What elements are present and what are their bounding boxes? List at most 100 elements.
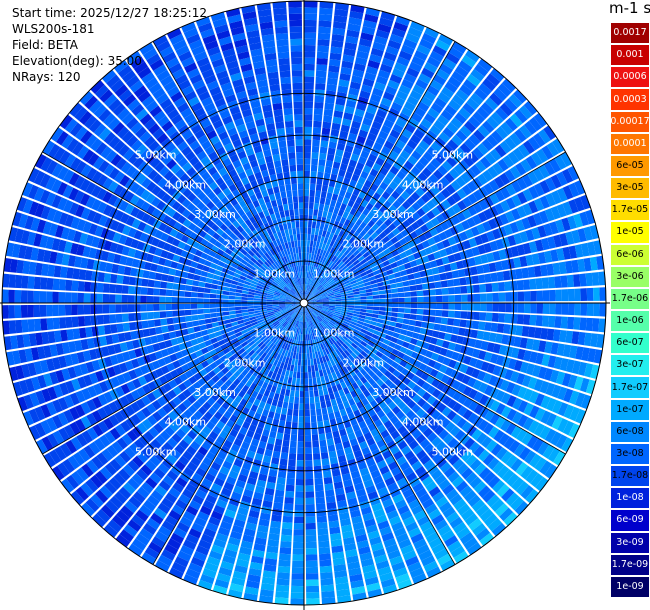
field-cell (284, 427, 291, 435)
field-cell (190, 291, 198, 298)
field-cell (322, 121, 332, 129)
field-cell (472, 147, 484, 160)
field-cell (297, 434, 304, 442)
field-cell (141, 481, 154, 494)
field-cell (362, 19, 377, 29)
field-cell (338, 244, 345, 252)
field-cell (573, 213, 583, 228)
field-cell (314, 325, 319, 332)
field-cell (310, 320, 315, 327)
field-cell (479, 532, 495, 547)
field-cell (351, 215, 359, 224)
field-cell (52, 210, 63, 224)
field-cell (357, 283, 365, 288)
field-cell (89, 372, 99, 385)
field-cell (272, 298, 280, 301)
field-cell (364, 138, 375, 148)
field-cell (377, 486, 389, 497)
field-cell (113, 253, 122, 264)
field-cell (127, 304, 135, 313)
field-cell (403, 101, 416, 112)
field-cell (403, 160, 414, 171)
field-cell (59, 114, 73, 130)
field-cell (430, 217, 440, 227)
field-cell (390, 430, 401, 440)
field-cell (335, 243, 342, 250)
field-cell (143, 430, 155, 442)
field-cell (136, 387, 146, 398)
field-cell (138, 434, 150, 447)
field-cell (422, 526, 437, 538)
field-cell (237, 381, 245, 390)
field-cell (200, 533, 214, 544)
field-cell (121, 433, 133, 446)
field-cell (85, 361, 95, 373)
field-cell (214, 253, 222, 261)
field-cell (40, 420, 52, 435)
field-cell (41, 263, 49, 277)
field-cell (273, 412, 281, 420)
field-cell (319, 565, 333, 574)
field-cell (290, 332, 295, 339)
field-cell (308, 378, 313, 385)
field-cell (562, 344, 572, 358)
field-cell (280, 309, 287, 314)
field-cell (146, 517, 161, 530)
field-cell (186, 321, 194, 328)
field-cell (172, 344, 181, 353)
field-cell (341, 306, 348, 310)
field-cell (484, 152, 497, 165)
field-cell (528, 390, 539, 404)
field-cell (122, 351, 131, 362)
field-cell (260, 582, 275, 591)
field-cell (526, 435, 539, 449)
field-cell (201, 441, 212, 451)
field-cell (397, 292, 405, 298)
field-cell (418, 470, 430, 482)
field-cell (167, 400, 177, 410)
field-cell (216, 307, 223, 313)
field-cell (531, 364, 542, 378)
field-cell (282, 335, 287, 343)
field-cell (80, 257, 89, 269)
field-cell (97, 201, 108, 214)
field-cell (171, 200, 182, 211)
field-cell (332, 21, 347, 30)
field-cell (83, 115, 97, 129)
field-cell (192, 494, 205, 505)
field-cell (229, 366, 238, 375)
field-cell (79, 193, 91, 206)
field-cell (290, 311, 296, 317)
field-cell (351, 382, 359, 390)
field-cell (397, 425, 407, 435)
field-cell (311, 145, 320, 153)
field-cell (180, 271, 189, 279)
field-cell (319, 553, 331, 561)
field-cell (327, 514, 339, 522)
field-cell (178, 439, 190, 450)
field-cell (229, 287, 237, 293)
field-cell (217, 362, 226, 371)
field-cell (345, 287, 353, 292)
field-cell (278, 348, 284, 355)
field-cell (254, 485, 265, 494)
field-cell (374, 326, 382, 332)
field-cell (514, 109, 528, 124)
field-cell (189, 415, 199, 425)
field-cell (194, 331, 203, 338)
field-cell (187, 404, 198, 415)
field-cell (251, 280, 258, 285)
field-cell (527, 266, 536, 278)
field-cell (478, 449, 490, 462)
field-cell (388, 341, 396, 349)
field-cell (268, 275, 275, 281)
field-cell (274, 331, 281, 338)
field-cell (197, 298, 204, 303)
field-cell (321, 280, 328, 287)
field-cell (371, 287, 379, 292)
field-cell (299, 315, 302, 322)
field-cell (291, 326, 295, 333)
field-cell (310, 266, 314, 273)
field-cell (285, 490, 295, 498)
field-cell (404, 303, 411, 308)
